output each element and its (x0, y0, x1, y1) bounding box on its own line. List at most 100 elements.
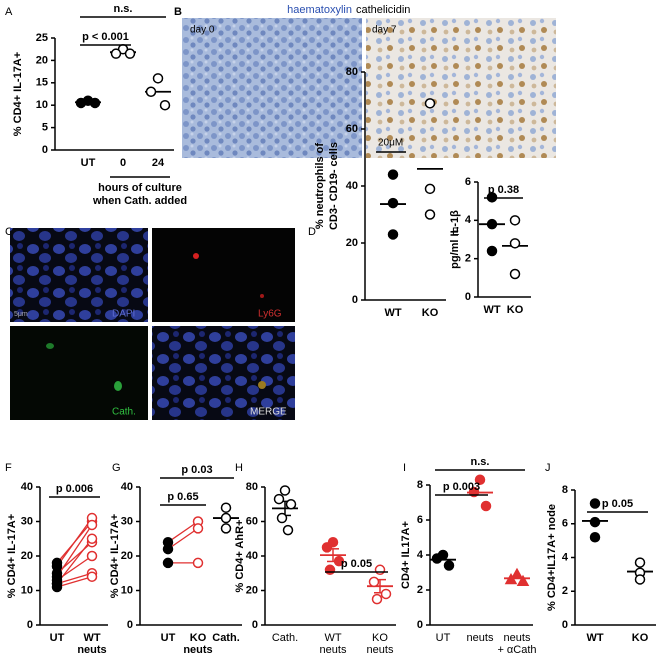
x-tick-label: KO (422, 307, 439, 319)
y-tick-label: 20 (36, 54, 48, 66)
data-point (387, 169, 399, 180)
data-point (145, 86, 157, 98)
data-point (162, 557, 174, 569)
data-point (486, 245, 498, 257)
y-tick-label: 6 (465, 176, 471, 188)
pair-line (56, 517, 93, 567)
signal (260, 294, 264, 298)
panel-letter: B (174, 6, 182, 18)
y-tick-label: 4 (562, 551, 569, 563)
y-tick-label: 8 (562, 484, 568, 496)
y-tick-label: 30 (121, 515, 133, 527)
scale-label: 5μm (14, 311, 28, 318)
image-label: day 0 (190, 25, 215, 36)
scale-label: 20μM (378, 138, 403, 149)
y-tick-label: 80 (246, 481, 258, 493)
y-tick-label: 6 (562, 518, 568, 530)
y-tick-label: 60 (246, 515, 258, 527)
y-tick-label: 4 (465, 214, 472, 226)
x-axis-label: hours of culture (98, 182, 182, 194)
panel-letter: G (112, 462, 121, 474)
signal (46, 343, 54, 349)
x-axis-label: when Cath. added (92, 195, 187, 207)
x-tick-label: KO (190, 632, 207, 644)
y-tick-label: 10 (36, 99, 48, 111)
x-tick-label: 0 (120, 157, 126, 169)
data-point (589, 498, 601, 509)
panel-letter: A (5, 6, 13, 18)
x-tick-label: + αCath (497, 644, 536, 656)
data-point (634, 557, 646, 568)
y-tick-label: 40 (121, 481, 133, 493)
x-tick-label: WT (586, 632, 603, 644)
y-tick-label: 20 (346, 237, 358, 249)
x-tick-label: 24 (152, 157, 165, 169)
y-tick-label: 0 (42, 144, 48, 156)
data-point (510, 567, 524, 579)
data-point (192, 557, 204, 569)
significance-label: p 0.006 (56, 483, 93, 495)
micrograph (152, 326, 295, 420)
pair-line (56, 524, 93, 578)
x-tick-label: Cath. (272, 632, 298, 644)
x-tick-label: KO (507, 304, 524, 316)
pair-line (167, 520, 199, 543)
significance-label: p 0.03 (181, 464, 212, 476)
image-label: MERGE (250, 407, 287, 418)
data-point (86, 519, 98, 531)
data-point (424, 209, 436, 220)
y-axis-label: % CD4+ IL-17A+ (6, 514, 18, 598)
micrograph (152, 228, 295, 322)
pair-line (56, 576, 93, 588)
data-point (424, 98, 436, 109)
y-axis-label: % CD4+IL17A+ node (546, 504, 558, 611)
signal (114, 381, 122, 391)
panel-letter: I (403, 462, 406, 474)
micrograph (10, 326, 148, 420)
y-axis-label: % neutrophils of (314, 143, 326, 230)
y-tick-label: 80 (346, 66, 358, 78)
micrograph (10, 228, 148, 322)
y-tick-label: 40 (246, 550, 258, 562)
data-point (371, 593, 383, 605)
y-tick-label: 60 (346, 123, 358, 135)
significance-label: p 0.05 (341, 558, 372, 570)
image-label: Ly6G (258, 309, 282, 320)
y-tick-label: 2 (417, 584, 423, 596)
data-point (86, 533, 98, 544)
pair-line (167, 527, 199, 550)
data-point (273, 493, 285, 505)
y-axis-label: CD4+ IL17A+ (400, 521, 412, 589)
significance-label: p 0.38 (488, 184, 519, 196)
y-tick-label: 40 (21, 481, 33, 493)
y-axis-label: % CD4+ IL-17A+ (109, 514, 121, 598)
y-tick-label: 20 (246, 584, 258, 596)
x-tick-label: UT (161, 632, 176, 644)
micrograph (366, 18, 556, 158)
x-tick-label: UT (81, 157, 96, 169)
image-label: Cath. (112, 407, 136, 418)
data-point (424, 183, 436, 195)
data-point (220, 512, 232, 524)
y-tick-label: 0 (352, 294, 358, 306)
x-tick-label: UT (436, 632, 451, 644)
x-tick-label: neuts (320, 644, 347, 656)
data-point (152, 73, 164, 84)
signal (258, 381, 266, 389)
significance-label: n.s. (114, 3, 133, 15)
data-point (285, 499, 297, 510)
panel-letter: D (308, 226, 316, 238)
data-point (387, 229, 399, 240)
x-tick-label: neuts (77, 644, 106, 656)
x-tick-label: neuts (367, 644, 394, 656)
data-point (589, 532, 601, 543)
significance-label: p < 0.001 (82, 31, 129, 43)
data-point (504, 572, 518, 585)
data-point (509, 268, 521, 280)
x-tick-label: neuts (504, 632, 531, 644)
y-tick-label: 40 (346, 180, 358, 192)
data-point (220, 502, 232, 513)
y-tick-label: 0 (417, 619, 423, 631)
data-point (509, 238, 521, 249)
